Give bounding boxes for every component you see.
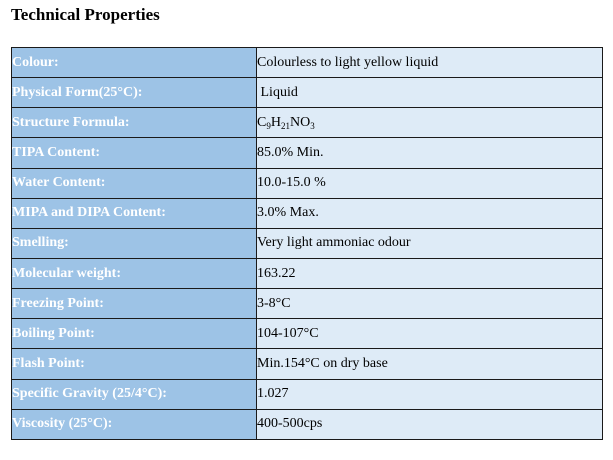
- freezing-point-label: Freezing Point:: [11, 288, 257, 320]
- structure-formula-value: C9H21NO3: [256, 107, 603, 139]
- specific-gravity-label: Specific Gravity (25/4°C):: [11, 378, 257, 410]
- viscosity-label: Viscosity (25°C):: [11, 408, 257, 440]
- water-content-label: Water Content:: [11, 167, 257, 199]
- colour-label: Colour:: [11, 46, 257, 79]
- table-row: Boiling Point: 104-107°C: [11, 318, 603, 350]
- freezing-point-value: 3-8°C: [256, 288, 603, 320]
- table-row: MIPA and DIPA Content: 3.0% Max.: [11, 197, 603, 229]
- table-row: Freezing Point: 3-8°C: [11, 288, 603, 320]
- colour-value: Colourless to light yellow liquid: [256, 46, 603, 79]
- boiling-point-label: Boiling Point:: [11, 318, 257, 350]
- table-row: Water Content: 10.0-15.0 %: [11, 167, 603, 199]
- flash-point-value: Min.154°C on dry base: [256, 348, 603, 380]
- table-row: Viscosity (25°C): 400-500cps: [11, 408, 603, 440]
- mipa-dipa-content-label: MIPA and DIPA Content:: [11, 197, 257, 229]
- page-title: Technical Properties: [11, 5, 160, 24]
- tipa-content-value: 85.0% Min.: [256, 137, 603, 169]
- technical-properties-table: Colour: Colourless to light yellow liqui…: [11, 46, 603, 440]
- table-row: Colour: Colourless to light yellow liqui…: [11, 46, 603, 79]
- specific-gravity-value: 1.027: [256, 378, 603, 410]
- physical-form-value: Liquid: [256, 77, 603, 109]
- mipa-dipa-content-value: 3.0% Max.: [256, 197, 603, 229]
- molecular-weight-label: Molecular weight:: [11, 257, 257, 290]
- tipa-content-label: TIPA Content:: [11, 137, 257, 169]
- table-row: Flash Point: Min.154°C on dry base: [11, 348, 603, 380]
- table-row: Smelling: Very light ammoniac odour: [11, 227, 603, 259]
- table-row: Physical Form(25°C): Liquid: [11, 77, 603, 109]
- water-content-value: 10.0-15.0 %: [256, 167, 603, 199]
- smelling-label: Smelling:: [11, 227, 257, 259]
- smelling-value: Very light ammoniac odour: [256, 227, 603, 259]
- table-row: Molecular weight: 163.22: [11, 257, 603, 290]
- molecular-weight-value: 163.22: [256, 257, 603, 290]
- flash-point-label: Flash Point:: [11, 348, 257, 380]
- table-row: Structure Formula: C9H21NO3: [11, 107, 603, 139]
- physical-form-label: Physical Form(25°C):: [11, 77, 257, 109]
- boiling-point-value: 104-107°C: [256, 318, 603, 350]
- structure-formula-label: Structure Formula:: [11, 107, 257, 139]
- viscosity-value: 400-500cps: [256, 408, 603, 440]
- table-row: Specific Gravity (25/4°C): 1.027: [11, 378, 603, 410]
- table-row: TIPA Content: 85.0% Min.: [11, 137, 603, 169]
